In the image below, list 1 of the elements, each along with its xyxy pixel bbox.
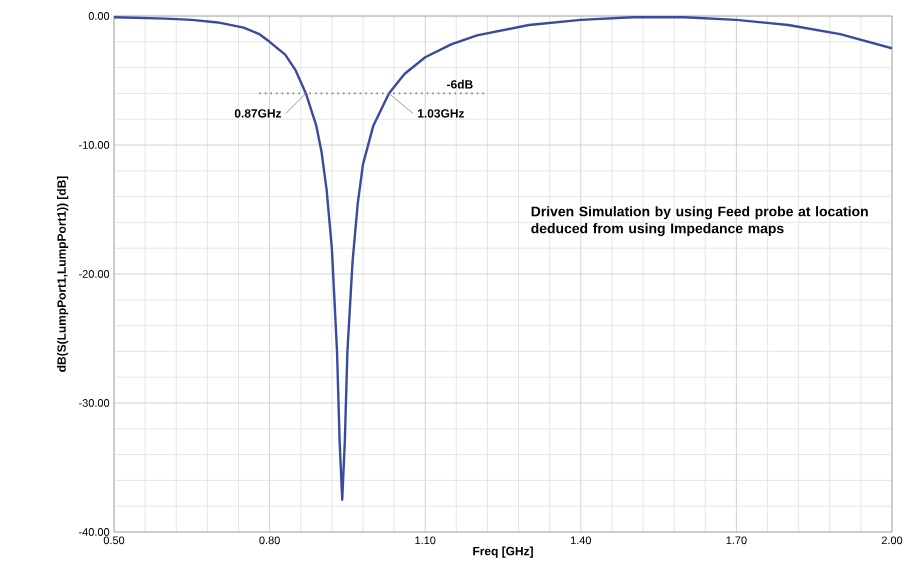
line-series xyxy=(114,16,893,501)
